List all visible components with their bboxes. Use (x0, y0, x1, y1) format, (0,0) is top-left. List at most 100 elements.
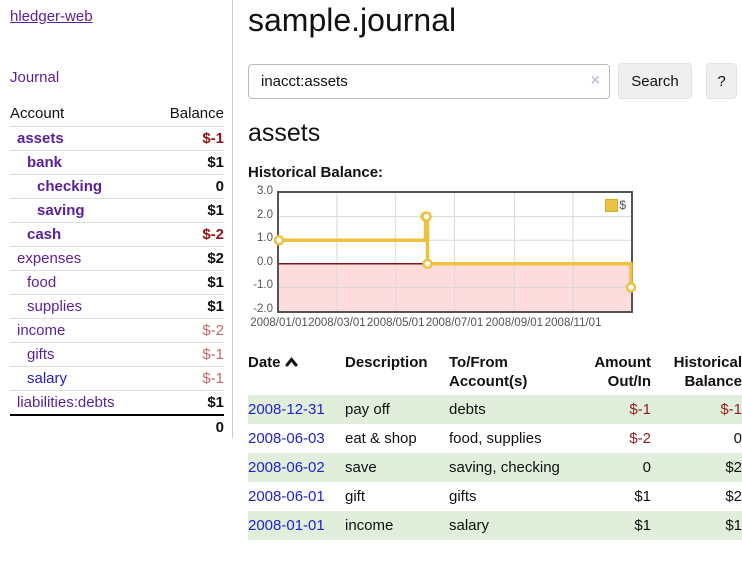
balance-chart-svg (273, 193, 637, 311)
x-tick-label: 2008/07/01 (425, 317, 484, 329)
page-title: sample.journal (248, 2, 457, 38)
transaction-amount: $1 (634, 488, 651, 505)
transaction-accounts: saving, checking (449, 453, 561, 482)
sidebar: hledger-web Journal Account Balance asse… (0, 0, 233, 438)
transaction-description: gift (345, 488, 366, 505)
transaction-balance: $2 (725, 488, 742, 505)
register-row: 2008-06-03 eat & shop food, supplies $-2… (248, 424, 742, 453)
account-total: 0 (215, 419, 224, 436)
transaction-amount: $-2 (629, 430, 651, 447)
account-balance: $2 (207, 250, 224, 267)
account-heading: assets (248, 119, 321, 147)
accounts-column-header: To/From Account(s) (449, 354, 528, 390)
account-row-bank: bank $1 (10, 150, 224, 175)
balance-column-header: Balance (169, 105, 224, 122)
search-input[interactable] (248, 63, 610, 99)
account-row-supplies: supplies $1 (10, 294, 224, 319)
search-button[interactable]: Search (618, 63, 692, 99)
account-link-saving[interactable]: saving (37, 202, 85, 219)
amount-column-header: Amount Out/In (594, 354, 651, 390)
account-row-cash: cash $-2 (10, 222, 224, 247)
y-tick-label: 3.0 (257, 185, 273, 197)
transaction-accounts: debts (449, 395, 561, 424)
register-row: 2008-06-02 save saving, checking 0 $2 (248, 453, 742, 482)
account-row-gifts: gifts $-1 (10, 342, 224, 367)
account-link-gifts[interactable]: gifts (27, 346, 55, 363)
main-content: sample.journal × Search ? assets Histori… (248, 0, 742, 540)
y-tick-label: 0.0 (257, 255, 273, 268)
transaction-date-link[interactable]: 2008-06-01 (248, 488, 325, 505)
account-link-cash[interactable]: cash (27, 226, 62, 243)
account-link-bank[interactable]: bank (27, 154, 63, 171)
transaction-balance: $1 (651, 511, 742, 540)
account-link-expenses[interactable]: expenses (17, 250, 82, 267)
transaction-accounts: food, supplies (449, 430, 542, 447)
transaction-balance: 0 (733, 430, 742, 447)
account-row-food: food $1 (10, 270, 224, 295)
x-tick-label: 2008/03/01 (308, 317, 366, 329)
transaction-description: save (345, 453, 449, 482)
transaction-accounts: salary (449, 511, 561, 540)
account-balance: 0 (215, 178, 224, 195)
x-tick-label: 2008/09/01 (485, 317, 544, 329)
y-tick-label: -2.0 (253, 303, 273, 315)
historical-balance-chart: $ 3.0 2.0 1.0 0.0 -1.0 -2.0 2008/01/01 2008/03… (248, 185, 718, 333)
account-balance: $1 (207, 274, 224, 291)
account-balance: $-1 (202, 130, 224, 147)
transaction-date-link[interactable]: 2008-12-31 (248, 401, 325, 418)
transaction-description: eat & shop (345, 430, 417, 447)
account-row-liabilities-debts: liabilities:debts $1 (10, 390, 224, 416)
y-tick-label: 2.0 (257, 208, 273, 221)
help-button[interactable]: ? (706, 63, 737, 99)
x-tick-label: 2008/11/01 (544, 317, 602, 329)
register-header-row: Date Description To/From Account(s) Amou… (248, 349, 742, 395)
transaction-date-link[interactable]: 2008-06-03 (248, 430, 325, 447)
legend-swatch-icon (605, 198, 619, 212)
transaction-date-link[interactable]: 2008-06-02 (248, 459, 325, 476)
chart-legend: $ (605, 198, 626, 212)
transaction-description: income (345, 511, 449, 540)
account-balance-table: Account Balance assets $-1 bank $1 check… (10, 102, 224, 439)
search-box: × (248, 63, 610, 99)
account-balance: $-2 (202, 226, 224, 243)
account-link-salary[interactable]: salary (27, 370, 68, 387)
legend-label: $ (619, 198, 626, 212)
account-balance: $-2 (202, 322, 224, 339)
account-row-income: income $-2 (10, 318, 224, 343)
balance-column-header: Historical Balance (673, 354, 742, 390)
account-balance: $-1 (202, 370, 224, 387)
transaction-description: pay off (345, 395, 449, 424)
account-balance: $1 (207, 394, 224, 411)
date-header-label: Date (248, 354, 281, 371)
account-balance: $1 (207, 154, 224, 171)
account-table-header: Account Balance (10, 102, 224, 127)
clear-search-icon[interactable]: × (590, 71, 600, 89)
account-link-assets[interactable]: assets (17, 130, 64, 147)
search-form: × Search ? (248, 63, 742, 99)
transaction-balance: $2 (651, 453, 742, 482)
register-row: 2008-01-01 income salary $1 $1 (248, 511, 742, 540)
account-link-food[interactable]: food (27, 274, 57, 291)
account-link-liabilities-debts[interactable]: liabilities:debts (17, 394, 115, 411)
account-row-assets: assets $-1 (10, 126, 224, 151)
account-total-row: 0 (10, 415, 224, 439)
date-column-header[interactable]: Date (248, 349, 345, 395)
account-row-salary: salary $-1 (10, 366, 224, 391)
account-row-saving: saving $1 (10, 198, 224, 223)
y-tick-label: 1.0 (257, 232, 273, 245)
y-tick-label: -1.0 (253, 279, 273, 292)
transaction-date-link[interactable]: 2008-01-01 (248, 517, 325, 534)
account-link-checking[interactable]: checking (37, 178, 103, 195)
x-tick-label: 2008/01/01 (250, 317, 308, 329)
sort-ascending-icon (285, 353, 298, 372)
account-balance: $1 (207, 298, 224, 315)
transaction-amount: $1 (561, 511, 651, 540)
app-title-link[interactable]: hledger-web (10, 8, 93, 25)
transaction-amount: $-1 (561, 395, 651, 424)
chart-heading: Historical Balance: (248, 164, 384, 181)
register-row: 2008-12-31 pay off debts $-1 $-1 (248, 395, 742, 424)
account-link-supplies[interactable]: supplies (27, 298, 83, 315)
account-link-income[interactable]: income (17, 322, 66, 339)
sidebar-item-journal[interactable]: Journal (10, 69, 60, 86)
account-column-header: Account (10, 105, 65, 122)
